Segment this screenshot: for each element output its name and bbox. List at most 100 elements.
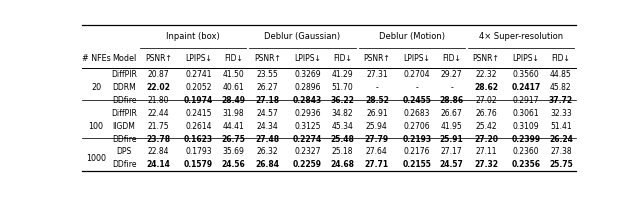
Text: 0.2706: 0.2706 bbox=[403, 122, 430, 131]
Text: 0.3269: 0.3269 bbox=[294, 70, 321, 79]
Text: 24.56: 24.56 bbox=[221, 160, 245, 169]
Text: 0.2417: 0.2417 bbox=[511, 83, 541, 92]
Text: 20: 20 bbox=[91, 83, 101, 92]
Text: 27.18: 27.18 bbox=[255, 96, 280, 105]
Text: 4× Super-resolution: 4× Super-resolution bbox=[479, 33, 563, 42]
Text: 23.78: 23.78 bbox=[147, 135, 170, 144]
Text: Inpaint (box): Inpaint (box) bbox=[166, 33, 220, 42]
Text: 41.50: 41.50 bbox=[223, 70, 244, 79]
Text: 44.41: 44.41 bbox=[223, 122, 244, 131]
Text: FID↓: FID↓ bbox=[333, 54, 352, 63]
Text: PSNR↑: PSNR↑ bbox=[364, 54, 390, 63]
Text: LPIPS↓: LPIPS↓ bbox=[403, 54, 430, 63]
Text: 32.33: 32.33 bbox=[550, 109, 572, 118]
Text: DPS: DPS bbox=[116, 148, 132, 156]
Text: 34.82: 34.82 bbox=[332, 109, 353, 118]
Text: 27.32: 27.32 bbox=[474, 160, 498, 169]
Text: 0.2843: 0.2843 bbox=[293, 96, 322, 105]
Text: 28.52: 28.52 bbox=[365, 96, 388, 105]
Text: 26.91: 26.91 bbox=[366, 109, 388, 118]
Text: Model: Model bbox=[112, 54, 136, 63]
Text: PSNR↑: PSNR↑ bbox=[145, 54, 172, 63]
Text: 27.17: 27.17 bbox=[441, 148, 463, 156]
Text: 22.32: 22.32 bbox=[476, 70, 497, 79]
Text: 22.44: 22.44 bbox=[148, 109, 169, 118]
Text: 24.68: 24.68 bbox=[330, 160, 355, 169]
Text: 25.94: 25.94 bbox=[366, 122, 388, 131]
Text: 21.75: 21.75 bbox=[148, 122, 169, 131]
Text: 0.2155: 0.2155 bbox=[403, 160, 431, 169]
Text: 27.38: 27.38 bbox=[550, 148, 572, 156]
Text: 26.84: 26.84 bbox=[255, 160, 280, 169]
Text: 0.2704: 0.2704 bbox=[403, 70, 430, 79]
Text: 28.86: 28.86 bbox=[440, 96, 464, 105]
Text: # NFEs: # NFEs bbox=[82, 54, 110, 63]
Text: IIGDM: IIGDM bbox=[113, 122, 136, 131]
Text: 24.14: 24.14 bbox=[147, 160, 170, 169]
Text: LPIPS↓: LPIPS↓ bbox=[185, 54, 212, 63]
Text: PSNR↑: PSNR↑ bbox=[472, 54, 499, 63]
Text: 27.64: 27.64 bbox=[366, 148, 388, 156]
Text: 29.27: 29.27 bbox=[441, 70, 463, 79]
Text: 26.24: 26.24 bbox=[549, 135, 573, 144]
Text: PSNR↑: PSNR↑ bbox=[254, 54, 281, 63]
Text: 0.1579: 0.1579 bbox=[184, 160, 213, 169]
Text: -: - bbox=[415, 83, 418, 92]
Text: 21.80: 21.80 bbox=[148, 96, 169, 105]
Text: 27.11: 27.11 bbox=[476, 148, 497, 156]
Text: LPIPS↓: LPIPS↓ bbox=[294, 54, 321, 63]
Text: DiffPIR: DiffPIR bbox=[111, 70, 137, 79]
Text: 0.2274: 0.2274 bbox=[293, 135, 322, 144]
Text: 0.2193: 0.2193 bbox=[402, 135, 431, 144]
Text: 0.1623: 0.1623 bbox=[184, 135, 213, 144]
Text: 25.42: 25.42 bbox=[476, 122, 497, 131]
Text: DDfire: DDfire bbox=[112, 96, 136, 105]
Text: 24.34: 24.34 bbox=[257, 122, 278, 131]
Text: DDRM: DDRM bbox=[112, 83, 136, 92]
Text: 24.57: 24.57 bbox=[257, 109, 278, 118]
Text: 35.69: 35.69 bbox=[222, 148, 244, 156]
Text: 0.1974: 0.1974 bbox=[184, 96, 213, 105]
Text: 0.3061: 0.3061 bbox=[513, 109, 540, 118]
Text: 37.72: 37.72 bbox=[549, 96, 573, 105]
Text: 41.29: 41.29 bbox=[332, 70, 353, 79]
Text: 25.18: 25.18 bbox=[332, 148, 353, 156]
Text: 26.75: 26.75 bbox=[221, 135, 245, 144]
Text: DDfire: DDfire bbox=[112, 160, 136, 169]
Text: 22.02: 22.02 bbox=[147, 83, 170, 92]
Text: 0.2455: 0.2455 bbox=[403, 96, 431, 105]
Text: 0.2356: 0.2356 bbox=[511, 160, 540, 169]
Text: 51.70: 51.70 bbox=[332, 83, 353, 92]
Text: 0.2683: 0.2683 bbox=[404, 109, 430, 118]
Text: 45.82: 45.82 bbox=[550, 83, 572, 92]
Text: 51.41: 51.41 bbox=[550, 122, 572, 131]
Text: 0.2052: 0.2052 bbox=[185, 83, 212, 92]
Text: 41.95: 41.95 bbox=[441, 122, 463, 131]
Text: FID↓: FID↓ bbox=[224, 54, 243, 63]
Text: 0.3109: 0.3109 bbox=[513, 122, 540, 131]
Text: FID↓: FID↓ bbox=[552, 54, 570, 63]
Text: 26.76: 26.76 bbox=[475, 109, 497, 118]
Text: 26.67: 26.67 bbox=[441, 109, 463, 118]
Text: 27.48: 27.48 bbox=[255, 135, 280, 144]
Text: 100: 100 bbox=[88, 122, 104, 131]
Text: DDfire: DDfire bbox=[112, 135, 136, 144]
Text: 28.49: 28.49 bbox=[221, 96, 245, 105]
Text: Deblur (Motion): Deblur (Motion) bbox=[379, 33, 445, 42]
Text: 0.2176: 0.2176 bbox=[404, 148, 430, 156]
Text: 27.20: 27.20 bbox=[474, 135, 498, 144]
Text: 27.31: 27.31 bbox=[366, 70, 388, 79]
Text: 0.2360: 0.2360 bbox=[513, 148, 540, 156]
Text: 36.22: 36.22 bbox=[331, 96, 355, 105]
Text: FID↓: FID↓ bbox=[442, 54, 461, 63]
Text: 0.2741: 0.2741 bbox=[185, 70, 212, 79]
Text: 27.71: 27.71 bbox=[365, 160, 389, 169]
Text: 0.2614: 0.2614 bbox=[185, 122, 212, 131]
Text: 0.2896: 0.2896 bbox=[294, 83, 321, 92]
Text: -: - bbox=[451, 83, 453, 92]
Text: LPIPS↓: LPIPS↓ bbox=[513, 54, 540, 63]
Text: 23.55: 23.55 bbox=[257, 70, 278, 79]
Text: 0.1793: 0.1793 bbox=[185, 148, 212, 156]
Text: 1000: 1000 bbox=[86, 154, 106, 163]
Text: 27.02: 27.02 bbox=[476, 96, 497, 105]
